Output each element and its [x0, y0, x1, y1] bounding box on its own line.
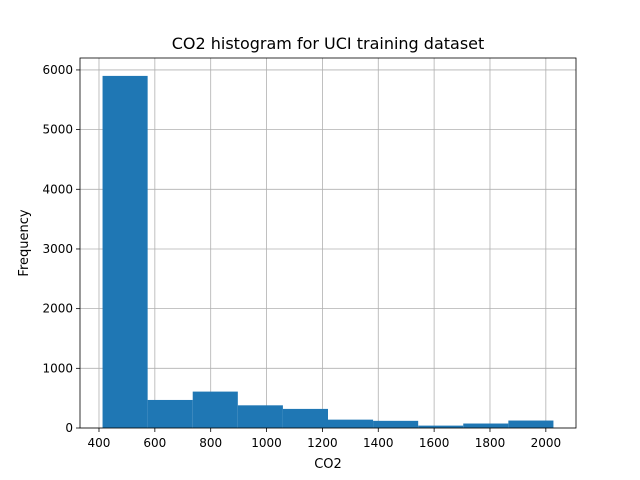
x-tick-label: 400 — [88, 436, 111, 450]
x-tick-label: 1800 — [475, 436, 506, 450]
x-tick-label: 800 — [199, 436, 222, 450]
x-tick-label: 600 — [143, 436, 166, 450]
histogram-bar — [192, 391, 238, 428]
plot-frame — [79, 57, 577, 429]
x-tick-label: 2000 — [531, 436, 562, 450]
histogram-bar — [463, 423, 509, 428]
histogram-bar — [102, 75, 148, 428]
x-axis: 400 600 800 1000 1200 1400 1600 1800 2000 — [88, 428, 562, 450]
y-tick-label: 0 — [65, 421, 73, 435]
chart-title: CO2 histogram for UCI training dataset — [172, 34, 485, 53]
x-axis-label: CO2 — [314, 457, 342, 472]
x-tick-label: 1200 — [307, 436, 338, 450]
histogram-bar — [282, 408, 328, 428]
y-tick-label: 6000 — [42, 63, 73, 77]
x-tick-label: 1600 — [419, 436, 450, 450]
histogram-bar — [418, 425, 464, 428]
y-tick-label: 3000 — [42, 242, 73, 256]
y-tick-label: 2000 — [42, 302, 73, 316]
y-tick-label: 5000 — [42, 123, 73, 137]
y-axis-label: Frequency — [17, 209, 32, 276]
histogram-bars — [102, 75, 554, 428]
x-tick-label: 1400 — [363, 436, 394, 450]
histogram-bar — [237, 405, 283, 428]
y-tick-label: 4000 — [42, 182, 73, 196]
histogram-bar — [147, 399, 193, 428]
x-tick-label: 1000 — [251, 436, 282, 450]
histogram-bar — [373, 420, 419, 428]
histogram-bar — [508, 420, 554, 428]
histogram-bar — [328, 419, 374, 428]
y-tick-label: 1000 — [42, 361, 73, 375]
grid — [80, 58, 576, 429]
y-axis: 0 1000 2000 3000 4000 5000 6000 — [42, 63, 80, 435]
